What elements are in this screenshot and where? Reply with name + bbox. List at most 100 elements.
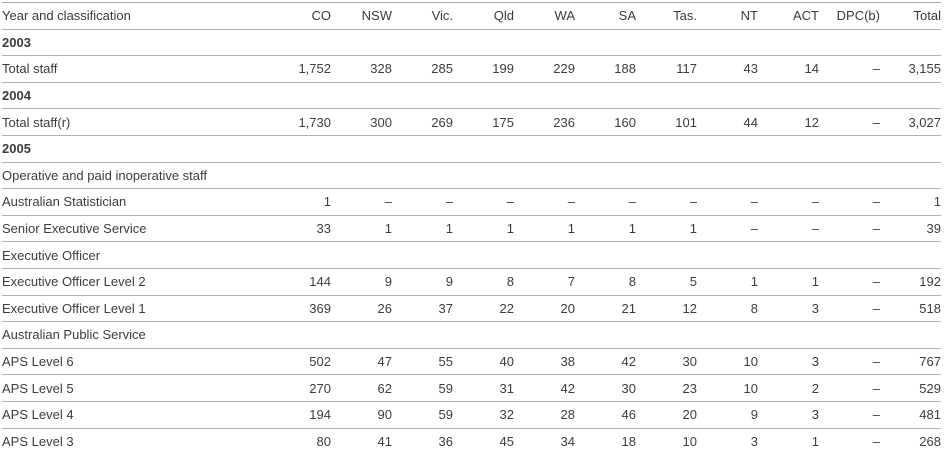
value-cell: –	[636, 188, 697, 216]
value-cell	[575, 82, 636, 110]
column-header-act: ACT	[758, 2, 819, 30]
value-cell: –	[819, 374, 880, 402]
value-cell: 55	[392, 348, 453, 376]
value-cell	[758, 162, 819, 190]
value-cell: 160	[575, 108, 636, 136]
table-row: Australian Statistician 1– – – – – – – – –1	[2, 188, 941, 216]
table-head: Year and classification CO NSW Vic. Qld WA SA T…	[2, 2, 941, 30]
column-header-dpc: DPC(b)	[819, 2, 880, 30]
row-label: Executive Officer	[2, 241, 270, 269]
value-cell	[392, 82, 453, 110]
column-header-sa: SA	[575, 2, 636, 30]
table-row: Operative and paid inoperative staff	[2, 162, 941, 190]
value-cell: –	[697, 188, 758, 216]
value-cell: 14	[758, 55, 819, 83]
value-cell: 30	[636, 348, 697, 376]
value-cell	[331, 82, 392, 110]
value-cell	[453, 241, 514, 269]
value-cell: 40	[453, 348, 514, 376]
value-cell: 10	[697, 374, 758, 402]
value-cell: 10	[636, 428, 697, 453]
value-cell	[758, 135, 819, 163]
value-cell: 28	[514, 401, 575, 429]
value-cell: 199	[453, 55, 514, 83]
value-cell: 1	[392, 215, 453, 243]
row-label: APS Level 5	[2, 374, 270, 402]
value-cell: 2	[758, 374, 819, 402]
value-cell	[758, 82, 819, 110]
value-cell: 38	[514, 348, 575, 376]
value-cell	[697, 241, 758, 269]
value-cell: 518	[880, 295, 941, 323]
row-label: APS Level 4	[2, 401, 270, 429]
table-row: Total staff 1,752 328 285 199 229 188 117 43 14–3…	[2, 55, 941, 83]
value-cell: 1	[636, 215, 697, 243]
value-cell: 369	[270, 295, 331, 323]
value-cell: 188	[575, 55, 636, 83]
value-cell	[270, 82, 331, 110]
value-cell: 192	[880, 268, 941, 296]
value-cell	[636, 241, 697, 269]
value-cell: 117	[636, 55, 697, 83]
value-cell: –	[392, 188, 453, 216]
value-cell: 1,730	[270, 108, 331, 136]
value-cell	[270, 135, 331, 163]
value-cell	[758, 321, 819, 349]
value-cell	[270, 241, 331, 269]
value-cell: 43	[697, 55, 758, 83]
table-row: APS Level 6 502 47 55 40 38 42 30 10 3–767	[2, 348, 941, 376]
value-cell: 1	[880, 188, 941, 216]
value-cell: 59	[392, 401, 453, 429]
header-row: Year and classification CO NSW Vic. Qld WA SA T…	[2, 2, 941, 30]
row-label: Operative and paid inoperative staff	[2, 162, 270, 190]
value-cell: 229	[514, 55, 575, 83]
row-label: 2005	[2, 135, 270, 163]
table-row: Executive Officer Level 1 369 26 37 22 20 21 12…	[2, 295, 941, 323]
value-cell: –	[819, 428, 880, 453]
value-cell: 47	[331, 348, 392, 376]
row-label: Senior Executive Service	[2, 215, 270, 243]
value-cell	[697, 162, 758, 190]
value-cell: 59	[392, 374, 453, 402]
value-cell	[575, 162, 636, 190]
value-cell: 502	[270, 348, 331, 376]
value-cell	[453, 162, 514, 190]
column-header-qld: Qld	[453, 2, 514, 30]
table-row: APS Level 3 80 41 36 45 34 18 10 3 1–268	[2, 428, 941, 453]
value-cell	[575, 321, 636, 349]
value-cell	[575, 241, 636, 269]
value-cell: –	[819, 55, 880, 83]
value-cell	[636, 82, 697, 110]
value-cell	[758, 241, 819, 269]
value-cell	[270, 162, 331, 190]
column-header-tas: Tas.	[636, 2, 697, 30]
value-cell	[636, 135, 697, 163]
value-cell	[392, 162, 453, 190]
value-cell	[880, 321, 941, 349]
value-cell: 194	[270, 401, 331, 429]
table-row: APS Level 5 270 62 59 31 42 30 23 10 2–529	[2, 374, 941, 402]
value-cell: 80	[270, 428, 331, 453]
value-cell: 1	[514, 215, 575, 243]
value-cell	[331, 135, 392, 163]
value-cell: 1	[575, 215, 636, 243]
value-cell: 268	[880, 428, 941, 453]
table-row: Executive Officer Level 2 144 9 9 8 7 8 5 1 1–192	[2, 268, 941, 296]
value-cell	[880, 82, 941, 110]
value-cell: 30	[575, 374, 636, 402]
value-cell: 328	[331, 55, 392, 83]
row-label: Executive Officer Level 2	[2, 268, 270, 296]
value-cell: 12	[758, 108, 819, 136]
value-cell: 23	[636, 374, 697, 402]
value-cell: 3	[697, 428, 758, 453]
row-label: 2003	[2, 29, 270, 57]
value-cell: 270	[270, 374, 331, 402]
value-cell: 3	[758, 295, 819, 323]
value-cell: 10	[697, 348, 758, 376]
value-cell: 144	[270, 268, 331, 296]
column-header-nt: NT	[697, 2, 758, 30]
value-cell: 1,752	[270, 55, 331, 83]
value-cell	[575, 29, 636, 57]
row-label: APS Level 3	[2, 428, 270, 453]
